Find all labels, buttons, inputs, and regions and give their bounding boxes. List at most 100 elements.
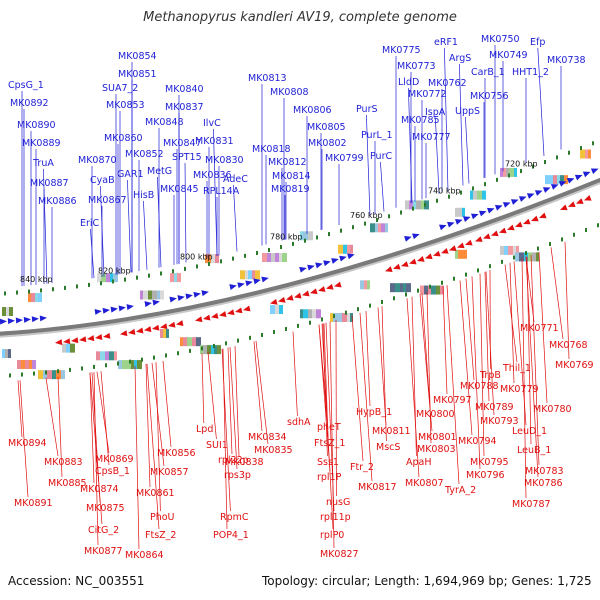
tick-inner [273, 330, 275, 335]
reverse-leader-line [93, 372, 99, 546]
forward-gene-label: MK0777 [412, 132, 451, 143]
feature-block [455, 249, 458, 259]
reverse-gene-label: MK0856 [157, 448, 196, 459]
reverse-gene-arrow [491, 230, 499, 237]
forward-gene-arrow [169, 296, 177, 303]
feature-block [134, 360, 137, 370]
feature-block [513, 245, 516, 255]
reverse-gene-label: CpsB_1 [95, 466, 130, 477]
forward-gene-label: RPL14A [203, 186, 240, 197]
reverse-gene-label: MK0793 [480, 416, 519, 427]
feature-block [2, 307, 6, 317]
reverse-gene-label: rps3p [224, 470, 251, 481]
reverse-gene-label: PhoU [150, 512, 175, 523]
forward-gene-arrow [526, 193, 535, 199]
reverse-leader-line [146, 363, 160, 530]
feature-block [9, 307, 13, 317]
reverse-gene-label: MK0875 [86, 503, 125, 514]
reverse-gene-arrow [71, 337, 79, 344]
feature-block [553, 175, 557, 185]
feature-block [400, 283, 403, 293]
reverse-gene-label: MK0834 [248, 432, 287, 443]
reverse-gene-label: MK0885 [48, 478, 87, 489]
tick-outer [280, 245, 282, 249]
feature-block-lower [38, 370, 65, 380]
feature-block [6, 307, 9, 317]
forward-gene-label: TruA [32, 158, 54, 169]
feature-block [516, 245, 519, 255]
forward-gene-label: MK0813 [248, 73, 287, 84]
forward-gene-label: Efp [530, 37, 545, 48]
forward-gene-label: MK0867 [88, 195, 127, 206]
forward-gene-label: MK0750 [481, 34, 520, 45]
feature-block [56, 370, 61, 380]
feature-block-upper [545, 175, 568, 185]
feature-block [431, 285, 436, 295]
reverse-leader-line [318, 324, 331, 472]
reverse-gene-arrow [195, 316, 203, 323]
feature-block [205, 254, 208, 264]
feature-block [140, 290, 143, 300]
tick-outer [352, 225, 354, 230]
feature-block-lower [455, 249, 467, 259]
reverse-gene-arrow [475, 236, 483, 242]
feature-block [350, 244, 353, 254]
feature-block [248, 270, 252, 280]
forward-gene-arrow [177, 295, 185, 302]
reverse-gene-arrow [560, 204, 568, 211]
tick-inner [165, 353, 167, 358]
reverse-gene-label: MscS [376, 442, 400, 453]
reverse-gene-label: MK0803 [417, 444, 456, 455]
reverse-gene-arrow [294, 292, 302, 299]
tick-inner [261, 332, 263, 337]
tick-outer [388, 214, 390, 219]
tick-inner [333, 314, 335, 319]
tick-inner [33, 371, 35, 376]
reverse-gene-arrow [507, 224, 515, 231]
forward-gene-arrow [193, 291, 201, 298]
feature-block [101, 273, 106, 283]
feature-block [308, 231, 313, 241]
feature-block [255, 270, 260, 280]
forward-gene-label: AdeC [223, 174, 248, 185]
tick-outer [304, 238, 306, 243]
reverse-gene-arrow [103, 332, 111, 339]
feature-block [211, 345, 214, 355]
feature-block [183, 337, 187, 347]
reverse-gene-label: MK0877 [84, 546, 123, 557]
reverse-leader-line [446, 285, 460, 485]
feature-block [519, 252, 524, 262]
feature-block-upper [300, 231, 313, 241]
reverse-leader-line [530, 254, 540, 466]
tick-outer [196, 264, 198, 269]
feature-block [160, 328, 163, 338]
forward-gene-label: MK0814 [272, 171, 311, 182]
feature-block [28, 293, 31, 303]
reverse-gene-arrow [302, 290, 310, 297]
reverse-leader-line [465, 278, 475, 381]
feature-block-lower [420, 285, 444, 295]
forward-gene-label: PurS [356, 104, 378, 115]
reverse-leader-line [45, 377, 59, 457]
reverse-gene-arrow [211, 312, 219, 319]
tick-outer [136, 275, 138, 280]
tick-inner [537, 246, 539, 251]
feature-block [17, 359, 21, 369]
feature-block [508, 245, 513, 255]
feature-block [61, 370, 65, 380]
feature-block-upper [370, 223, 388, 233]
forward-gene-arrow [201, 290, 209, 297]
forward-gene-label: MK0845 [160, 184, 199, 195]
feature-block-upper [262, 253, 287, 263]
feature-block [473, 190, 477, 200]
reverse-gene-arrow [539, 212, 547, 219]
tick-outer [184, 266, 186, 271]
forward-gene-arrow [299, 266, 307, 273]
tick-inner [441, 280, 443, 285]
feature-block [338, 244, 343, 254]
reverse-leader-line [151, 362, 165, 467]
reverse-gene-label: MK0768 [549, 340, 588, 351]
forward-gene-arrow [102, 307, 110, 314]
forward-gene-label: MK0799 [325, 153, 364, 164]
reverse-gene-label: MK0786 [524, 478, 563, 489]
